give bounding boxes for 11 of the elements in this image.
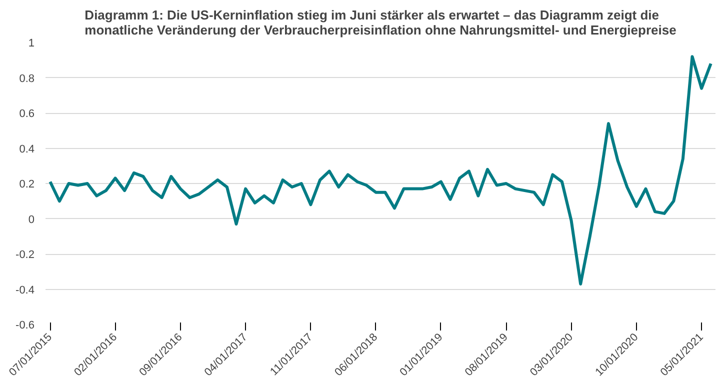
y-tick-label: -0.6 (16, 320, 35, 332)
y-tick-label: 0.6 (19, 108, 35, 120)
y-tick-label: 0.4 (19, 143, 35, 156)
y-tick-label: -0.2 (16, 249, 35, 261)
chart-title: Diagramm 1: Die US-Kerninflation stieg im Juni stärker als erwartet – das Diagramm zeigt die monatliche Veränderung der Verbraucherpreisinflation ohne Nahrungsmittel- und Energiepreise (84, 8, 676, 38)
y-tick-label: 1 (28, 38, 35, 50)
y-tick-label: 0.8 (19, 72, 35, 85)
y-tick-label: -0.4 (16, 284, 35, 296)
line-series (48, 55, 712, 286)
y-tick-label: 0.2 (19, 178, 35, 190)
y-tick-label: 0 (28, 214, 35, 226)
